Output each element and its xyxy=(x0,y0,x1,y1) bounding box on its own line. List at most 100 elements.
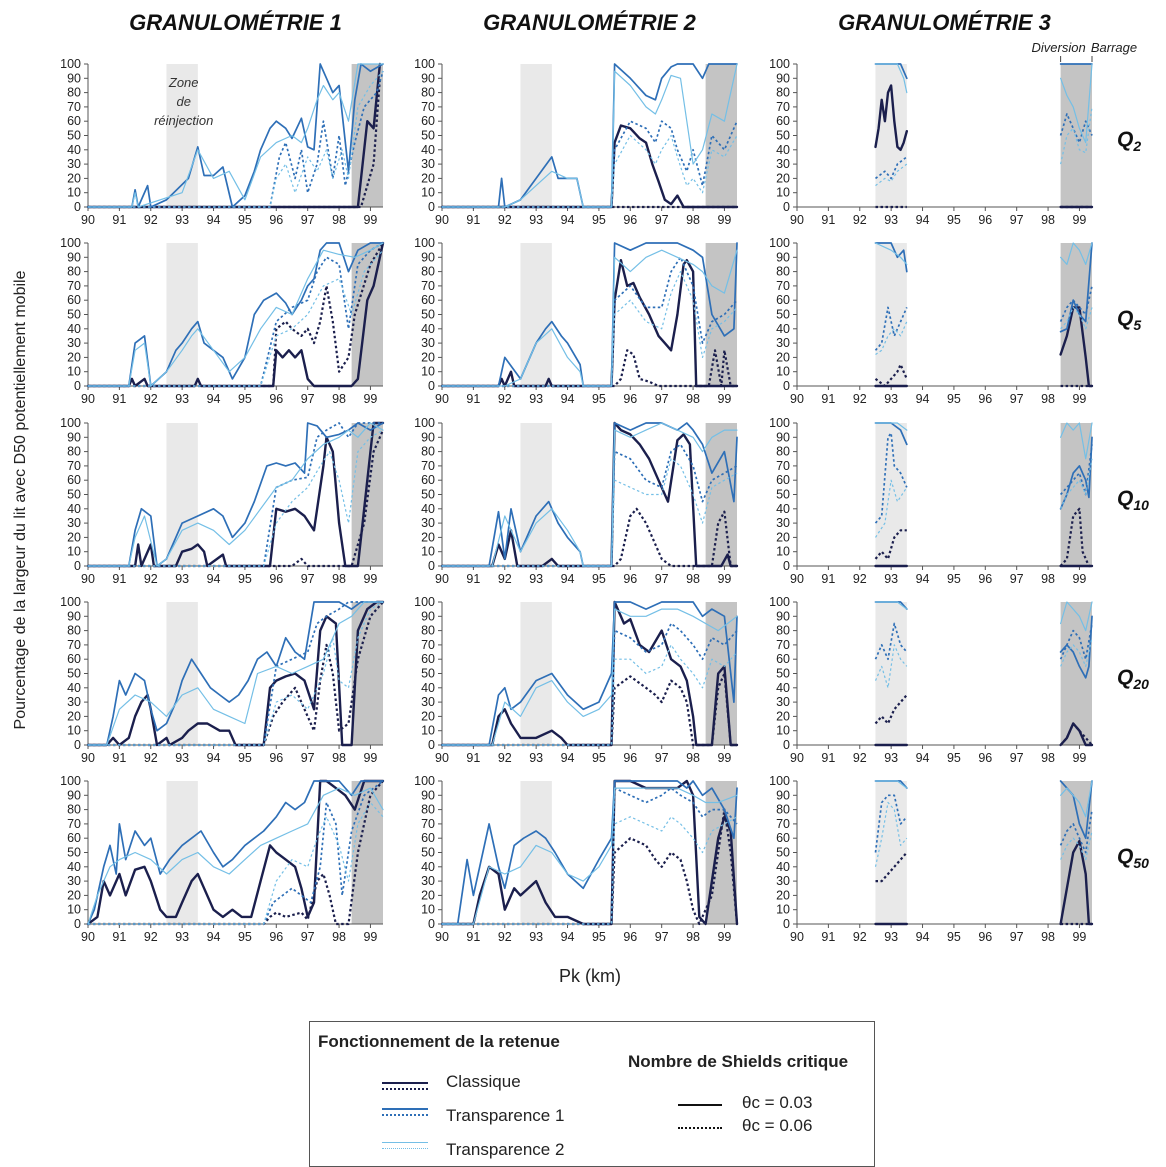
y-tick-label: 70 xyxy=(776,459,790,473)
x-tick-label: 92 xyxy=(498,930,512,944)
x-tick-label: 92 xyxy=(853,213,867,227)
y-tick-label: 20 xyxy=(421,888,435,902)
y-tick-label: 60 xyxy=(421,114,435,128)
x-tick-label: 93 xyxy=(175,930,189,944)
x-tick-label: 93 xyxy=(884,572,898,586)
x-tick-label: 99 xyxy=(717,930,731,944)
series-classique-theta-0.06 xyxy=(876,853,1093,925)
y-tick-label: 80 xyxy=(421,445,435,459)
y-tick-label: 90 xyxy=(67,430,81,444)
y-tick-label: 30 xyxy=(67,695,81,709)
panel-r2-c1: 010203040506070809010090 91 92 93 94 95 96 97 98… xyxy=(60,236,383,406)
series-transparence-2-theta-0.03 xyxy=(876,243,1093,264)
y-tick-label: 80 xyxy=(67,445,81,459)
legend-line-transparence2-solid xyxy=(382,1142,428,1143)
y-tick-label: 20 xyxy=(421,171,435,185)
x-tick-label: 90 xyxy=(790,930,804,944)
x-tick-label: 92 xyxy=(853,392,867,406)
y-tick-label: 20 xyxy=(776,888,790,902)
x-tick-label: 96 xyxy=(978,392,992,406)
x-tick-label: 91 xyxy=(112,213,126,227)
y-tick-label: 0 xyxy=(428,917,435,931)
x-tick-label: 97 xyxy=(655,392,669,406)
x-tick-label: 98 xyxy=(686,392,700,406)
series-classique-theta-0.03 xyxy=(88,64,380,207)
row-label-q50: Q50 xyxy=(1117,845,1149,871)
x-tick-label: 90 xyxy=(81,751,95,765)
y-tick-label: 10 xyxy=(776,365,790,379)
legend-line-transparence2-dotted xyxy=(382,1148,428,1149)
x-tick-label: 93 xyxy=(884,930,898,944)
x-tick-label: 95 xyxy=(947,213,961,227)
y-tick-label: 60 xyxy=(776,293,790,307)
x-tick-label: 95 xyxy=(238,392,252,406)
y-tick-label: 90 xyxy=(421,250,435,264)
y-tick-label: 100 xyxy=(60,236,81,250)
x-tick-label: 94 xyxy=(561,392,575,406)
x-tick-label: 93 xyxy=(529,751,543,765)
y-tick-label: 10 xyxy=(67,545,81,559)
series-transparence-1-theta-0.06 xyxy=(88,71,383,207)
y-tick-label: 20 xyxy=(421,530,435,544)
y-tick-label: 80 xyxy=(67,265,81,279)
x-tick-label: 92 xyxy=(853,751,867,765)
y-tick-label: 40 xyxy=(776,143,790,157)
x-tick-label: 95 xyxy=(592,751,606,765)
x-tick-label: 94 xyxy=(561,930,575,944)
series-transparence-1-theta-0.06 xyxy=(876,286,1093,350)
reinjection-zone xyxy=(520,602,551,745)
y-tick-label: 0 xyxy=(428,200,435,214)
legend-title-mode: Fonctionnement de la retenue xyxy=(318,1032,560,1052)
x-tick-label: 92 xyxy=(498,213,512,227)
x-tick-label: 90 xyxy=(790,572,804,586)
x-tick-label: 96 xyxy=(269,392,283,406)
series-classique-theta-0.03 xyxy=(442,126,737,208)
series-transparence-1-theta-0.06 xyxy=(88,781,383,924)
series-transparence-1-theta-0.03 xyxy=(876,243,1093,332)
y-tick-label: 90 xyxy=(776,788,790,802)
x-tick-label: 99 xyxy=(717,392,731,406)
y-tick-label: 100 xyxy=(414,416,435,430)
y-tick-label: 60 xyxy=(776,473,790,487)
y-tick-label: 90 xyxy=(421,788,435,802)
reinjection-zone xyxy=(166,602,197,745)
y-tick-label: 70 xyxy=(67,459,81,473)
y-tick-label: 60 xyxy=(421,831,435,845)
x-tick-label: 94 xyxy=(561,572,575,586)
x-tick-label: 90 xyxy=(81,213,95,227)
series-transparence-2-theta-0.03 xyxy=(88,243,383,386)
x-tick-label: 97 xyxy=(655,572,669,586)
y-tick-label: 10 xyxy=(776,903,790,917)
y-tick-label: 0 xyxy=(783,200,790,214)
series-transparence-1-theta-0.03 xyxy=(88,64,383,207)
y-tick-label: 20 xyxy=(776,530,790,544)
y-tick-label: 50 xyxy=(776,667,790,681)
y-tick-label: 60 xyxy=(421,473,435,487)
series-classique-theta-0.06 xyxy=(876,365,1093,386)
y-tick-label: 10 xyxy=(421,903,435,917)
y-tick-label: 40 xyxy=(421,143,435,157)
x-tick-label: 92 xyxy=(144,213,158,227)
x-tick-label: 90 xyxy=(81,930,95,944)
y-tick-label: 10 xyxy=(421,365,435,379)
column-title-1: GRANULOMÉTRIE 1 xyxy=(129,10,342,35)
x-tick-label: 94 xyxy=(207,213,221,227)
y-tick-label: 10 xyxy=(67,903,81,917)
y-tick-label: 90 xyxy=(776,609,790,623)
x-tick-label: 93 xyxy=(529,930,543,944)
series-classique-theta-0.06 xyxy=(876,509,1093,566)
y-tick-label: 90 xyxy=(421,609,435,623)
series-classique-theta-0.06 xyxy=(88,78,380,207)
x-tick-label: 97 xyxy=(1010,392,1024,406)
x-tick-label: 91 xyxy=(821,572,835,586)
x-tick-label: 99 xyxy=(717,572,731,586)
y-tick-label: 30 xyxy=(67,336,81,350)
y-tick-label: 20 xyxy=(776,350,790,364)
reinjection-zone xyxy=(520,243,551,386)
x-tick-label: 92 xyxy=(144,572,158,586)
series-transparence-1-theta-0.03 xyxy=(876,423,1093,509)
y-tick-label: 50 xyxy=(67,129,81,143)
x-tick-label: 91 xyxy=(112,572,126,586)
y-tick-label: 30 xyxy=(776,874,790,888)
annotation-barrage: Barrage xyxy=(1091,40,1137,55)
